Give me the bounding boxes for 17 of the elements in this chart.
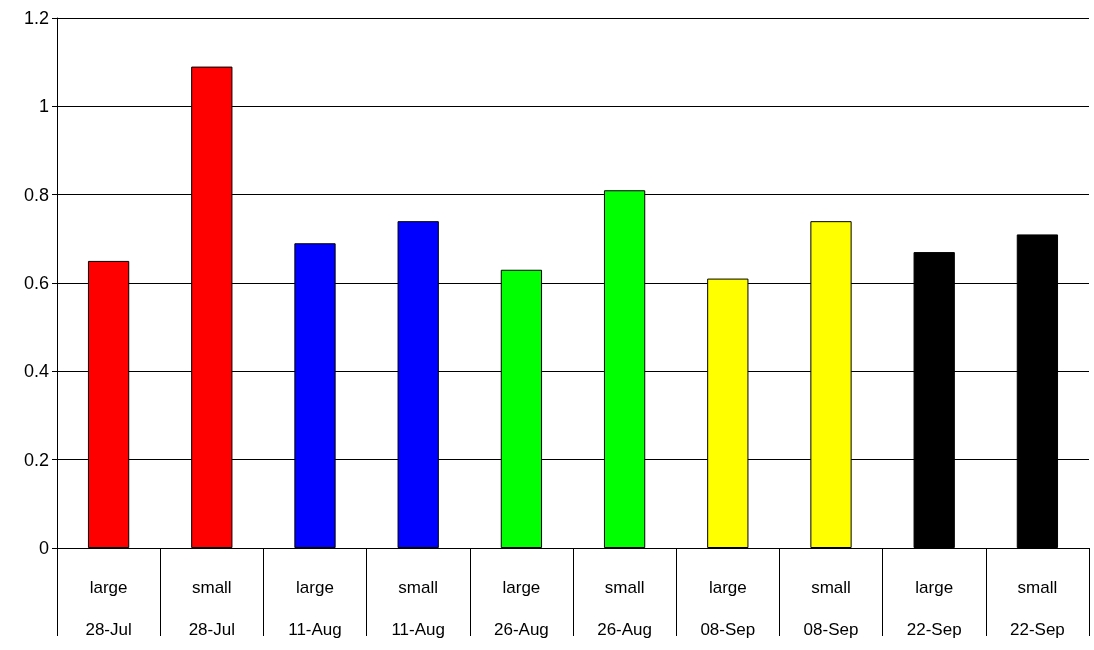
- y-tick-label: 0: [38, 538, 49, 558]
- y-tick-label: 1.2: [23, 8, 49, 28]
- category-label: large 26-Aug: [493, 577, 549, 639]
- category-label: small 26-Aug: [597, 577, 653, 639]
- y-tick-label: 0.4: [23, 361, 49, 382]
- y-tick-label: 0.6: [23, 273, 49, 293]
- category-label: small 28-Jul: [188, 577, 235, 639]
- y-tick-label: 0.8: [23, 184, 49, 205]
- category-label: large 22-Sep: [906, 577, 962, 639]
- category-label: small 08-Sep: [803, 577, 859, 639]
- category-label: large 28-Jul: [85, 577, 132, 639]
- category-label: small 22-Sep: [1009, 577, 1065, 639]
- y-tick-label: 0.2: [23, 449, 49, 470]
- category-label: small 11-Aug: [391, 577, 445, 639]
- category-label: large 08-Sep: [700, 577, 756, 639]
- category-label: large 11-Aug: [288, 577, 342, 639]
- y-tick-label: 1: [38, 96, 49, 117]
